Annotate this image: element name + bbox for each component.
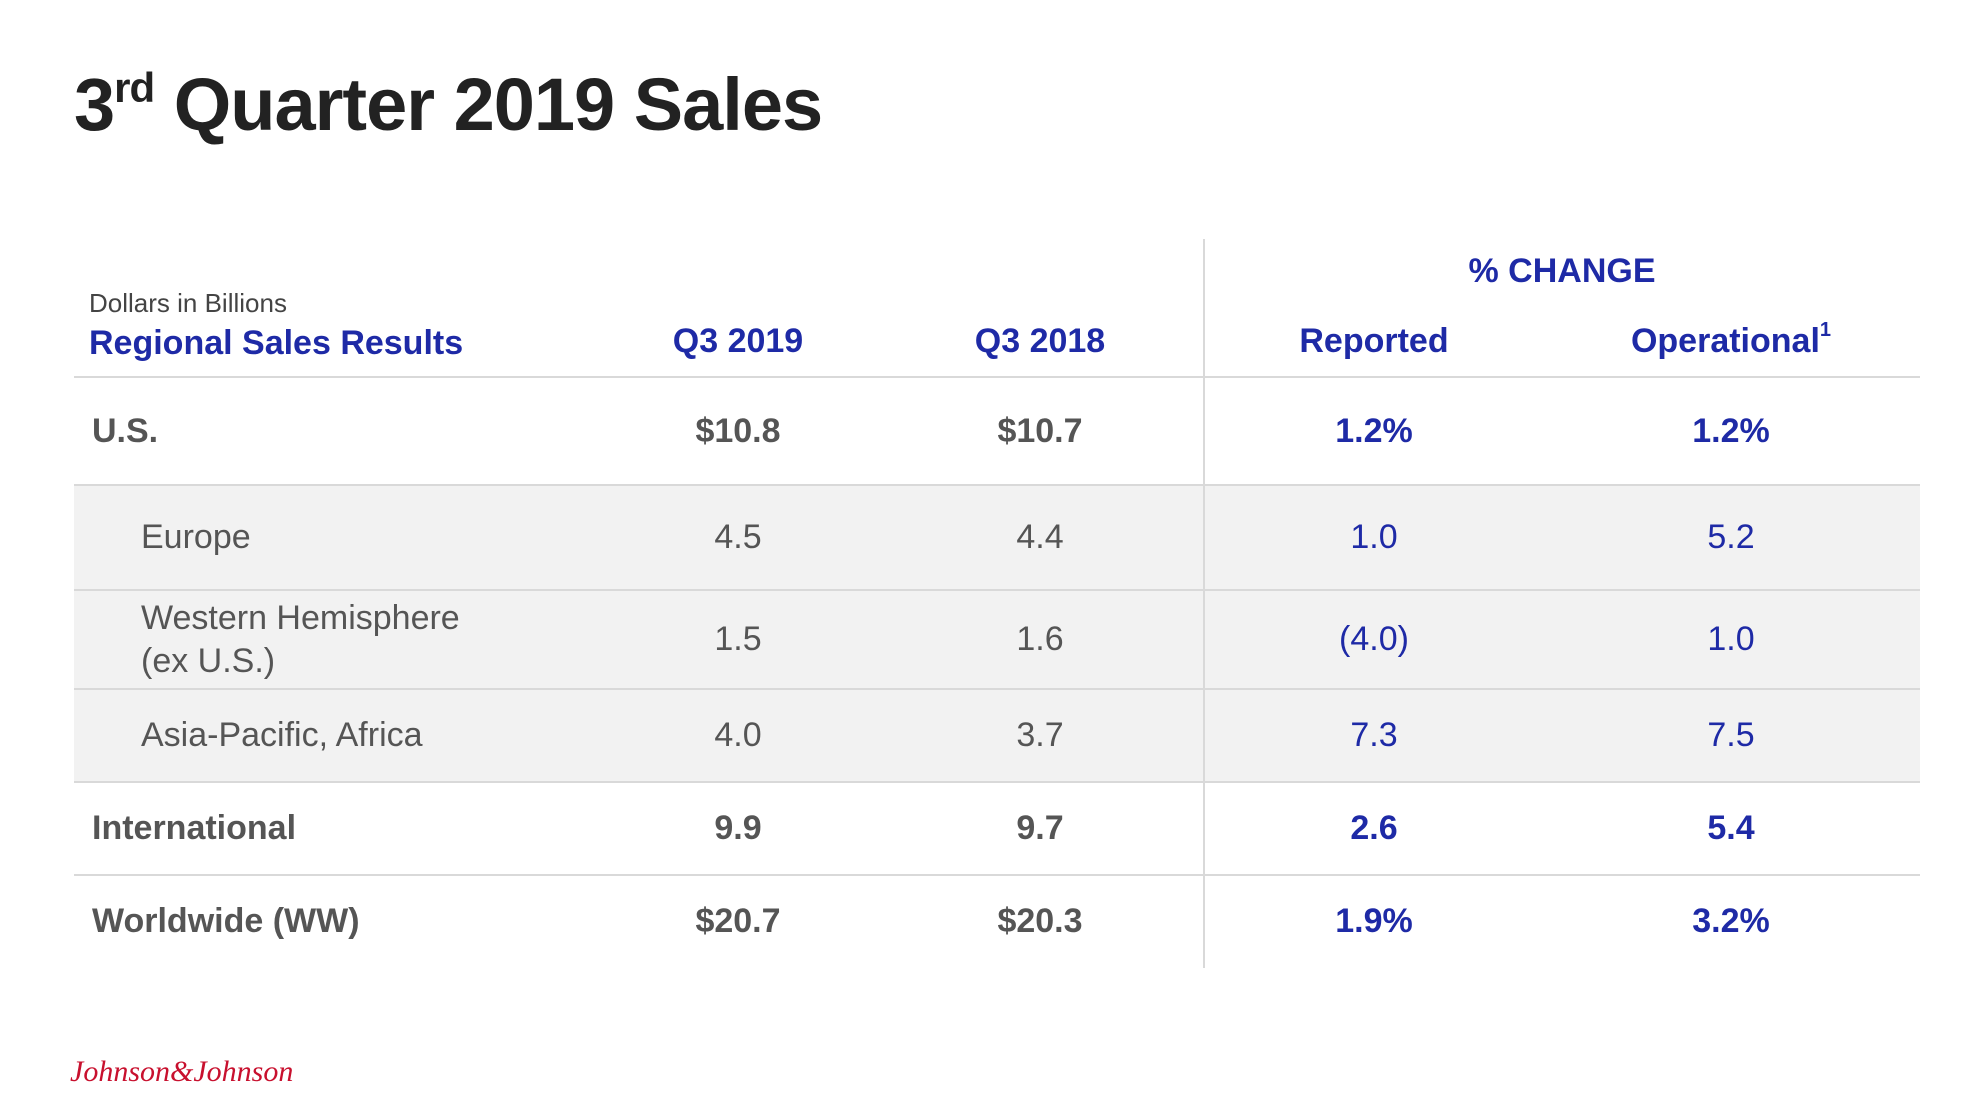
- row-label: Europe: [141, 518, 251, 557]
- table-cell: 2.6: [1350, 809, 1398, 848]
- table-cell: 3.7: [1016, 716, 1064, 755]
- footnote-mark: 1: [1819, 319, 1832, 341]
- table-cell: 1.0: [1350, 518, 1398, 557]
- group-header: % CHANGE: [1468, 251, 1656, 290]
- table-cell: 1.5: [714, 620, 762, 659]
- table-cell: $10.7: [997, 411, 1083, 450]
- table-cell: 1.0: [1707, 620, 1755, 659]
- row-label: U.S.: [92, 411, 159, 450]
- table-note: Dollars in Billions: [89, 287, 287, 318]
- table-cell: 5.2: [1707, 518, 1755, 557]
- table-cell: $10.8: [695, 411, 781, 450]
- table-cell: $20.3: [997, 902, 1083, 941]
- table-cell: 3.2%: [1692, 902, 1770, 941]
- column-header: Operational 1: [1630, 319, 1832, 360]
- row-divider: [74, 874, 1920, 876]
- column-header: Q3 2019: [672, 321, 804, 360]
- title-number: 3: [74, 63, 115, 146]
- row-label: Worldwide (WW): [92, 902, 360, 941]
- row-divider: [74, 484, 1920, 486]
- table-cell: 4.4: [1016, 518, 1064, 557]
- column-header: Regional Sales Results: [89, 323, 464, 362]
- table-cell: 4.5: [714, 518, 762, 557]
- slide-title: 3rd Quarter 2019 Sales: [74, 62, 823, 147]
- table-cell: 5.4: [1707, 809, 1755, 848]
- row-divider: [74, 688, 1920, 690]
- table-cell: (4.0): [1339, 620, 1409, 659]
- table-cell: 1.2%: [1692, 411, 1770, 450]
- table-cell: 9.9: [714, 809, 762, 848]
- row-divider: [74, 376, 1920, 378]
- row-label: Asia-Pacific, Africa: [141, 716, 423, 755]
- table-cell: 7.5: [1707, 716, 1755, 755]
- table-cell: 7.3: [1350, 716, 1398, 755]
- logo: Johnson&Johnson: [70, 1055, 294, 1088]
- row-shade: [74, 485, 1920, 782]
- table-cell: 1.2%: [1335, 411, 1413, 450]
- column-header: Reported: [1299, 321, 1449, 360]
- table-cell: 4.0: [714, 716, 762, 755]
- title-suffix: rd: [114, 64, 155, 111]
- row-label: International: [92, 809, 297, 848]
- row-divider: [74, 589, 1920, 591]
- table-cell: 1.9%: [1335, 902, 1413, 941]
- table-cell: 9.7: [1016, 809, 1064, 848]
- column-divider: [1203, 239, 1205, 968]
- column-header: Q3 2018: [974, 321, 1106, 360]
- title-text: Quarter 2019 Sales: [173, 63, 823, 146]
- row-divider: [74, 781, 1920, 783]
- table-cell: 1.6: [1016, 620, 1064, 659]
- row-label: Western Hemisphere (ex U.S.): [141, 599, 460, 680]
- table-cell: $20.7: [695, 902, 781, 941]
